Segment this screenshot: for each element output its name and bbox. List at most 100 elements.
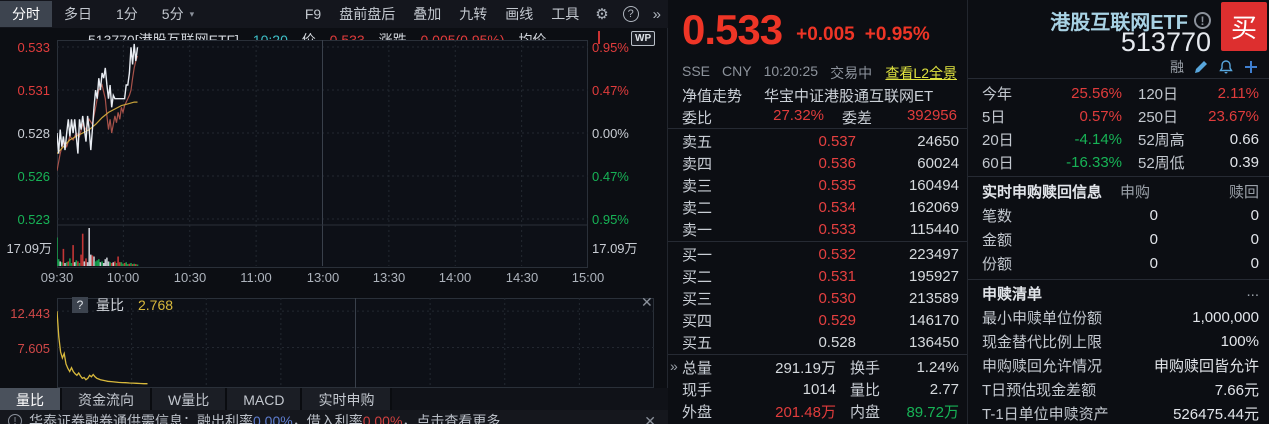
ask-price: 0.534 bbox=[818, 198, 856, 216]
notice-more-link[interactable]: ，点击查看更多 bbox=[402, 413, 501, 424]
x-tick: 15:00 bbox=[571, 270, 605, 285]
perf-value: 0.66 bbox=[1229, 131, 1259, 148]
expand-chevrons-icon[interactable]: » bbox=[670, 358, 678, 374]
list-label: 现金替代比例上限 bbox=[982, 333, 1103, 351]
y-label-left: 0.533 bbox=[17, 40, 50, 55]
pencil-icon[interactable] bbox=[1193, 59, 1209, 75]
more-chevrons-icon[interactable]: » bbox=[652, 5, 661, 23]
ask-row[interactable]: 卖三 0.535 160494 bbox=[682, 174, 959, 196]
tab-intraday[interactable]: 分时 bbox=[0, 1, 52, 27]
y-label-right: 0.95% bbox=[592, 212, 629, 227]
nav-label[interactable]: 净值走势 bbox=[682, 88, 743, 105]
total-volume-value: 291.19万 bbox=[775, 359, 836, 377]
bid-price: 0.528 bbox=[818, 333, 856, 351]
ask-row[interactable]: 卖二 0.534 162069 bbox=[682, 196, 959, 218]
rt-row: 金额 0 0 bbox=[982, 227, 1259, 251]
quick-icons: 融 bbox=[1170, 57, 1259, 77]
bid-price: 0.532 bbox=[818, 245, 856, 263]
redeem-list-header: 申赎清单 ... bbox=[982, 283, 1259, 304]
ratio-y-label: 7.605 bbox=[17, 341, 50, 356]
list-value: 申购赎回皆允许 bbox=[1153, 357, 1259, 375]
ask-row[interactable]: 卖四 0.536 60024 bbox=[682, 152, 959, 174]
help-icon[interactable]: ? bbox=[622, 6, 639, 22]
indicator-tabs: 量比 资金流向 W量比 MACD 实时申购 bbox=[0, 388, 668, 412]
bid-row[interactable]: 买五 0.528 136450 bbox=[682, 331, 959, 353]
perf-value: 23.67% bbox=[1208, 108, 1259, 125]
menu-f9[interactable]: F9 bbox=[304, 6, 322, 22]
info-icon[interactable]: ! bbox=[1194, 12, 1211, 29]
weicha-value: 392956 bbox=[906, 107, 957, 124]
bid-label: 买三 bbox=[682, 290, 713, 308]
menu-overlay[interactable]: 叠加 bbox=[413, 6, 442, 22]
tab-multiday[interactable]: 多日 bbox=[64, 6, 92, 22]
avg-value-tick bbox=[598, 31, 600, 44]
perf-label: 52周低 bbox=[1138, 155, 1185, 172]
bid-row[interactable]: 买二 0.531 195927 bbox=[682, 265, 959, 287]
menu-nine-turn[interactable]: 九转 bbox=[459, 6, 488, 22]
ask-label: 卖三 bbox=[682, 177, 713, 195]
perf-label: 120日 bbox=[1138, 86, 1179, 103]
rt-row: 份额 0 0 bbox=[982, 251, 1259, 275]
intraday-chart[interactable] bbox=[57, 40, 588, 268]
perf-value: -16.33% bbox=[1066, 154, 1122, 171]
close-icon[interactable]: ✕ bbox=[641, 294, 653, 310]
ask-volume: 115440 bbox=[910, 220, 959, 238]
perf-row: 20日 -4.14% 52周高 0.66 bbox=[982, 128, 1259, 151]
list-row: 最小申赎单位份额 1,000,000 bbox=[982, 305, 1259, 329]
tab-realtime-subscription[interactable]: 实时申购 bbox=[302, 388, 393, 412]
fund-name: 华宝中证港股通互联网ET bbox=[764, 88, 934, 105]
perf-label: 250日 bbox=[1138, 109, 1179, 126]
buy-button[interactable]: 买 bbox=[1221, 2, 1267, 51]
bid-row[interactable]: 买三 0.530 213589 bbox=[682, 287, 959, 309]
x-tick: 14:30 bbox=[505, 270, 539, 285]
more-ellipsis-icon[interactable]: ... bbox=[1246, 283, 1259, 300]
close-icon[interactable]: ✕ bbox=[644, 412, 656, 424]
bid-row[interactable]: 买四 0.529 146170 bbox=[682, 309, 959, 331]
ask-levels: 卖五 0.537 24650 卖四 0.536 60024 卖三 0.535 160494 … bbox=[682, 130, 959, 240]
list-label: 申购赎回允许情况 bbox=[982, 357, 1103, 375]
tab-w-volume-ratio[interactable]: W量比 bbox=[152, 388, 228, 412]
margin-icon[interactable]: 融 bbox=[1170, 59, 1184, 75]
tab-macd[interactable]: MACD bbox=[227, 388, 303, 412]
ask-price: 0.533 bbox=[818, 220, 856, 238]
plus-icon[interactable] bbox=[1243, 59, 1259, 75]
ask-row[interactable]: 卖一 0.533 115440 bbox=[682, 218, 959, 240]
inner-volume-label: 内盘 bbox=[850, 403, 881, 421]
l2-panorama-link[interactable]: 查看L2全景 bbox=[885, 65, 957, 81]
outer-volume-value: 201.48万 bbox=[775, 403, 836, 421]
last-price: 0.533 bbox=[682, 6, 783, 53]
tab-money-flow[interactable]: 资金流向 bbox=[62, 388, 152, 412]
ask-label: 卖四 bbox=[682, 155, 713, 173]
ask-volume: 24650 bbox=[917, 132, 959, 150]
chevron-down-icon[interactable]: ▾ bbox=[189, 8, 195, 19]
y-label-right: 0.95% bbox=[592, 40, 629, 55]
perf-row: 今年 25.56% 120日 2.11% bbox=[982, 82, 1259, 105]
ask-label: 卖一 bbox=[682, 221, 713, 239]
change-abs: +0.005 bbox=[796, 24, 855, 45]
bid-price: 0.531 bbox=[818, 267, 856, 285]
gear-icon[interactable]: ⚙ bbox=[595, 6, 609, 23]
menu-tools[interactable]: 工具 bbox=[551, 6, 580, 22]
volume-ratio-chart[interactable] bbox=[57, 298, 654, 388]
menu-draw-line[interactable]: 画线 bbox=[505, 6, 534, 22]
bid-price: 0.530 bbox=[818, 289, 856, 307]
bell-icon[interactable] bbox=[1218, 59, 1234, 75]
totals-row: 外盘 201.48万 内盘 89.72万 bbox=[682, 400, 959, 422]
rt-label: 金额 bbox=[982, 231, 1013, 249]
tab-5min[interactable]: 5分 bbox=[161, 6, 184, 22]
wp-badge[interactable]: WP bbox=[631, 31, 656, 46]
x-tick: 10:00 bbox=[106, 270, 140, 285]
list-value: 7.66元 bbox=[1214, 381, 1259, 399]
bid-volume: 195927 bbox=[908, 267, 959, 285]
tab-1min[interactable]: 1分 bbox=[116, 6, 138, 22]
menu-pre-post-market[interactable]: 盘前盘后 bbox=[339, 6, 396, 22]
ask-label: 卖二 bbox=[682, 199, 713, 217]
tab-volume-ratio[interactable]: 量比 bbox=[0, 388, 62, 412]
section-title: 实时申购赎回信息 bbox=[982, 184, 1103, 201]
notice-bar[interactable]: ! 华泰证券融券通供需信息：融出利率 0.00% ，借入利率 0.00% ，点击… bbox=[0, 410, 668, 424]
weibi-row: 委比 27.32% 委差 392956 bbox=[682, 107, 957, 128]
bid-row[interactable]: 买一 0.532 223497 bbox=[682, 243, 959, 265]
ask-row[interactable]: 卖五 0.537 24650 bbox=[682, 130, 959, 152]
help-icon[interactable]: ? bbox=[72, 297, 88, 313]
